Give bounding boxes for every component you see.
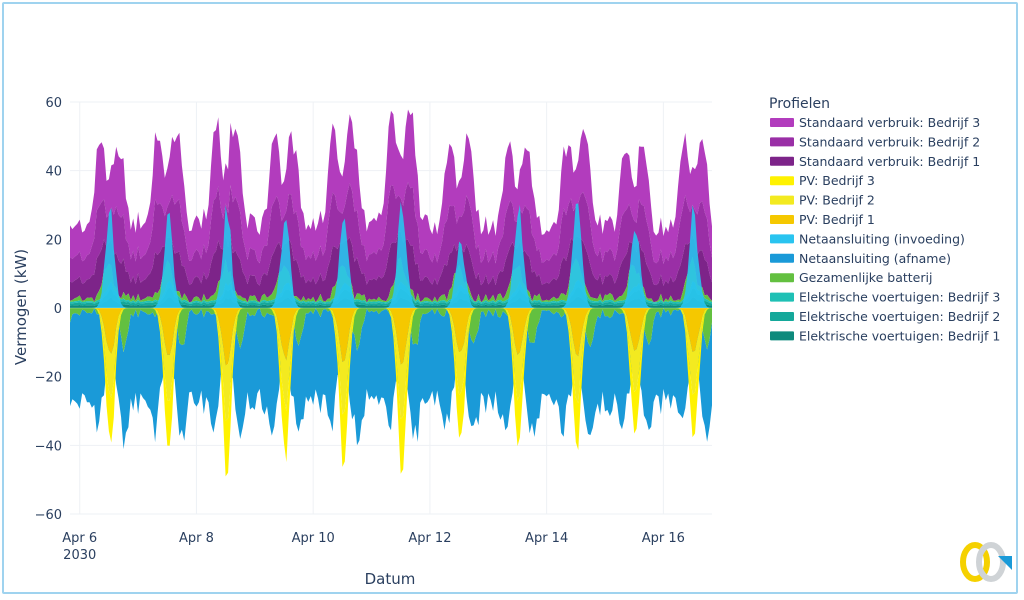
legend-swatch [770, 137, 794, 147]
brand-logo [960, 542, 1012, 582]
y-tick-label: 20 [45, 233, 62, 248]
x-tick-label: Apr 14 [525, 531, 568, 546]
legend-swatch [770, 331, 794, 341]
y-tick-label: 0 [54, 302, 62, 317]
x-tick-year-label: 2030 [63, 548, 96, 563]
legend-swatch [770, 253, 794, 263]
x-axis-title: Datum [365, 570, 416, 588]
x-tick-label: Apr 6 [62, 531, 97, 546]
series-battery-positive [70, 256, 712, 303]
legend-entry: PV: Bedrijf 3 [799, 173, 875, 188]
legend-swatch [770, 273, 794, 283]
legend-entry: PV: Bedrijf 1 [799, 212, 875, 227]
legend-swatch [770, 195, 794, 205]
x-tick-label: Apr 12 [408, 531, 451, 546]
legend-entry: PV: Bedrijf 2 [799, 193, 875, 208]
legend-entry: Elektrische voertuigen: Bedrijf 2 [799, 309, 1000, 324]
legend-entry: Netaansluiting (invoeding) [799, 231, 965, 246]
legend-swatch [770, 234, 794, 244]
legend-swatch [770, 118, 794, 127]
series-consumption-bedrijf-2 [70, 182, 712, 286]
legend-entry: Elektrische voertuigen: Bedrijf 3 [799, 290, 1000, 305]
legend-swatch [770, 156, 794, 166]
y-tick-label: 60 [45, 96, 62, 111]
legend-entry: Elektrische voertuigen: Bedrijf 1 [799, 328, 1000, 343]
y-tick-label: −40 [35, 439, 62, 454]
x-tick-label: Apr 10 [292, 531, 335, 546]
y-tick-label: −20 [35, 371, 62, 386]
y-axis-title: Vermogen (kW) [12, 249, 30, 365]
legend-swatch [770, 215, 794, 224]
legend-entry: Netaansluiting (afname) [799, 251, 951, 266]
x-tick-label: Apr 8 [179, 531, 214, 546]
legend-swatch [770, 292, 794, 302]
y-tick-label: −60 [35, 508, 62, 523]
series-grid-feed-in [70, 201, 712, 308]
legend: Profielen Standaard verbruik: Bedrijf 3 S… [769, 96, 1000, 343]
legend-entry: Standaard verbruik: Bedrijf 1 [799, 154, 980, 169]
x-tick-label: Apr 16 [642, 531, 685, 546]
series-consumption-bedrijf-3 [70, 109, 712, 264]
legend-title: Profielen [769, 96, 830, 112]
legend-swatch [770, 176, 794, 186]
legend-entry: Standaard verbruik: Bedrijf 3 [799, 115, 980, 130]
legend-entry: Standaard verbruik: Bedrijf 2 [799, 134, 980, 149]
legend-swatch [770, 312, 794, 321]
y-tick-label: 40 [45, 165, 62, 180]
legend-entry: Gezamenlijke batterij [799, 270, 932, 285]
series-pv-bedrijf-1 [70, 308, 712, 366]
plot-area [70, 101, 712, 515]
